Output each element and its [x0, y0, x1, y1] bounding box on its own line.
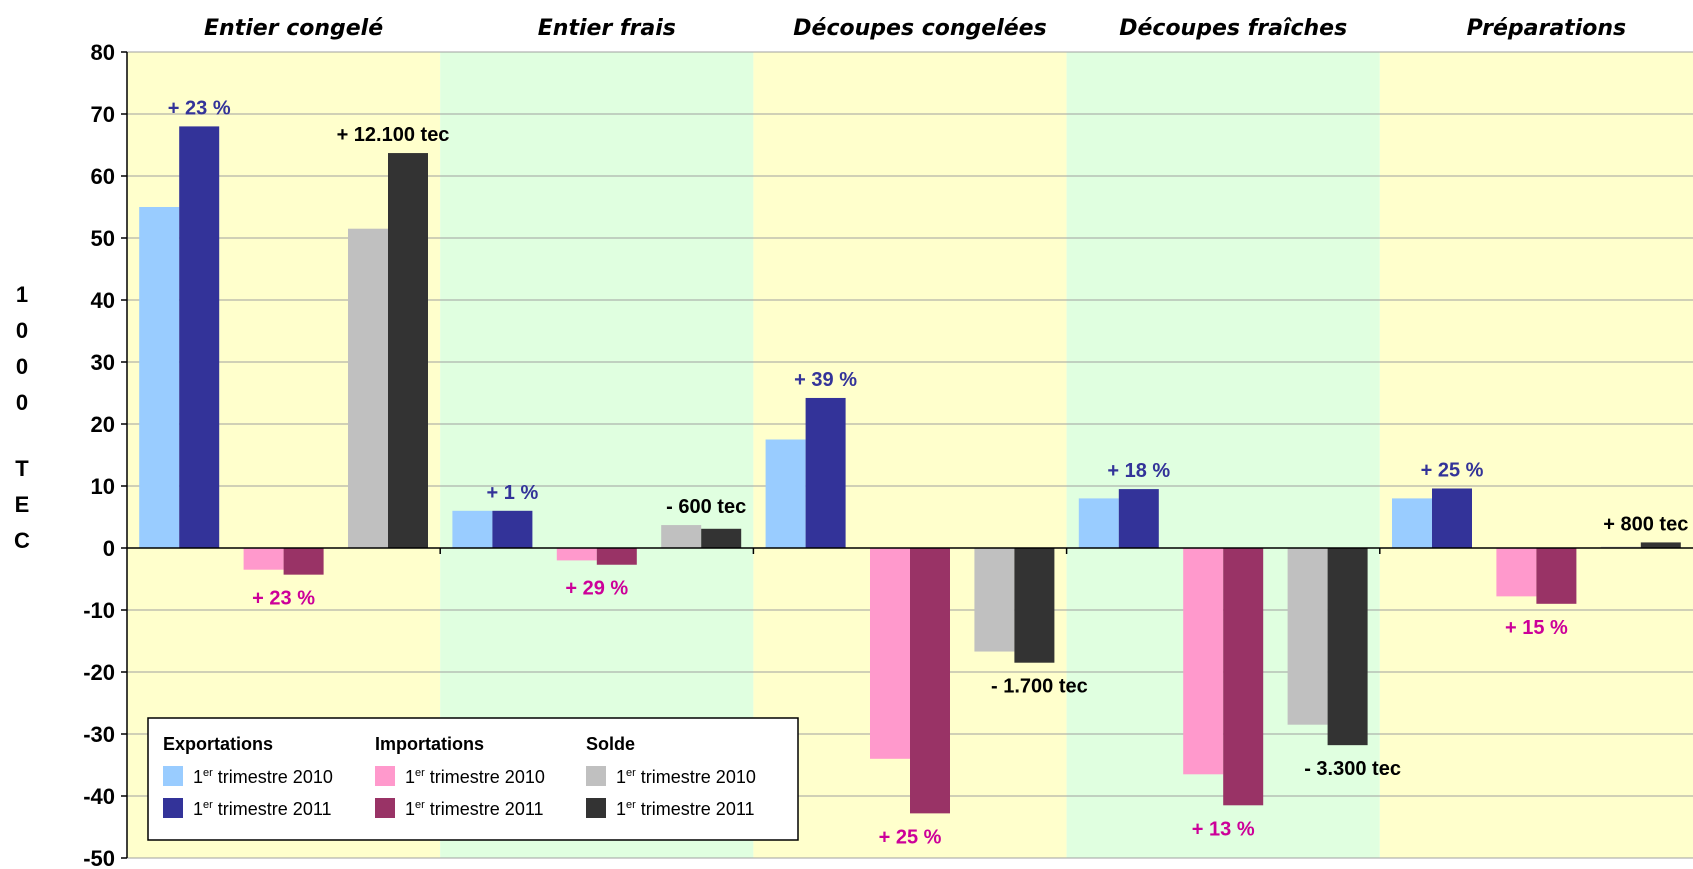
category-backgrounds [127, 52, 1693, 858]
bar [348, 228, 388, 548]
data-annotation: + 25 % [1421, 459, 1484, 481]
category-titles: Entier congelé Entier frais Découpes conge… [204, 16, 1626, 41]
bar [805, 397, 846, 548]
category-title: Entier congelé [204, 16, 383, 41]
legend-swatch [586, 766, 606, 786]
y-tick-label: 30 [91, 350, 115, 375]
bar [1014, 548, 1055, 663]
y-axis-label-char: C [14, 528, 30, 553]
data-annotation: - 600 tec [666, 496, 746, 518]
axes: -50 -40 -30 -20 -10 0 10 20 30 40 50 60 70 80 [83, 40, 1693, 869]
legend-entry-label: 1er trimestre 2010 [616, 767, 756, 787]
legend-box [147, 717, 799, 841]
category-band [1379, 52, 1693, 858]
bar [910, 548, 950, 814]
data-annotation: + 23 % [252, 588, 315, 610]
data-annotation: + 23 % [168, 97, 231, 119]
legend-entry-label: 1er trimestre 2010 [193, 767, 333, 787]
bar [388, 153, 428, 548]
bar [1118, 489, 1159, 548]
bar [870, 548, 910, 759]
bar [1432, 488, 1472, 548]
bar [179, 126, 220, 549]
bar [1327, 548, 1368, 746]
bar [139, 207, 180, 548]
bar [243, 548, 284, 570]
data-annotation: + 39 % [794, 369, 857, 391]
data-annotation: - 3.300 tec [1304, 758, 1401, 780]
y-axis-label: 1 0 0 0 TEC [14, 282, 30, 553]
data-annotation: + 800 tec [1603, 513, 1688, 535]
bar [556, 548, 597, 561]
legend-entry-label: 1er trimestre 2011 [616, 799, 755, 819]
category-title: Découpes fraîches [1119, 16, 1347, 41]
y-tick-label: -50 [83, 846, 115, 869]
y-tick-label: -20 [83, 660, 115, 685]
y-axis-label-char: 1 [16, 282, 28, 307]
bar [1496, 548, 1537, 597]
data-annotation: + 25 % [879, 826, 942, 848]
bar [1287, 548, 1328, 725]
y-tick-label: 60 [91, 164, 115, 189]
bar [1183, 548, 1224, 775]
bar [701, 528, 742, 548]
bars [139, 126, 1681, 814]
bar [1078, 498, 1119, 548]
data-annotation: + 18 % [1107, 460, 1170, 482]
y-tick-label: 80 [91, 40, 115, 65]
legend-swatch [586, 798, 606, 818]
y-tick-label: 50 [91, 226, 115, 251]
bar [283, 548, 324, 575]
y-tick-label: -10 [83, 598, 115, 623]
bar [1536, 548, 1577, 604]
y-axis-label-char: 0 [16, 354, 28, 379]
annotations: + 23 % + 12.100 tec + 23 % + 1 % - 600 tec + … [168, 97, 1689, 848]
y-tick-label: -40 [83, 784, 115, 809]
data-annotation: - 1.700 tec [991, 676, 1088, 698]
legend: Exportations 1er trimestre 2010 1er trimes… [147, 717, 799, 841]
legend-entry-label: 1er trimestre 2011 [405, 799, 544, 819]
data-annotation: + 12.100 tec [337, 124, 450, 146]
category-title: Découpes congelées [793, 16, 1046, 41]
bar [492, 510, 533, 548]
category-title: Entier frais [538, 16, 676, 41]
legend-group-title: Solde [586, 734, 635, 754]
y-tick-label: 0 [103, 536, 115, 561]
data-annotation: + 1 % [487, 482, 539, 504]
bar [1392, 498, 1432, 548]
category-title: Préparations [1467, 16, 1626, 41]
legend-entry-label: 1er trimestre 2010 [405, 767, 545, 787]
legend-group-title: Importations [375, 734, 484, 754]
legend-swatch [375, 766, 395, 786]
bar [596, 548, 637, 565]
data-annotation: + 13 % [1192, 818, 1255, 840]
bar [1640, 542, 1681, 548]
legend-swatch [163, 766, 183, 786]
y-tick-label: -30 [83, 722, 115, 747]
legend-swatch [375, 798, 395, 818]
y-tick-label: 70 [91, 102, 115, 127]
y-tick-label: 40 [91, 288, 115, 313]
y-axis-label-char: 0 [16, 390, 28, 415]
y-tick-label: 20 [91, 412, 115, 437]
data-annotation: + 29 % [565, 578, 628, 600]
legend-swatch [163, 798, 183, 818]
bar [765, 439, 806, 548]
legend-group-title: Exportations [163, 734, 273, 754]
y-axis-label-char: T [15, 456, 29, 481]
bar [1223, 548, 1264, 806]
data-annotation: + 15 % [1505, 617, 1568, 639]
legend-entry-label: 1er trimestre 2011 [193, 799, 332, 819]
y-axis-label-char: E [15, 492, 30, 517]
bar [452, 510, 493, 548]
y-axis-label-char: 0 [16, 318, 28, 343]
bar [661, 525, 702, 548]
bar [974, 548, 1015, 652]
y-tick-label: 10 [91, 474, 115, 499]
